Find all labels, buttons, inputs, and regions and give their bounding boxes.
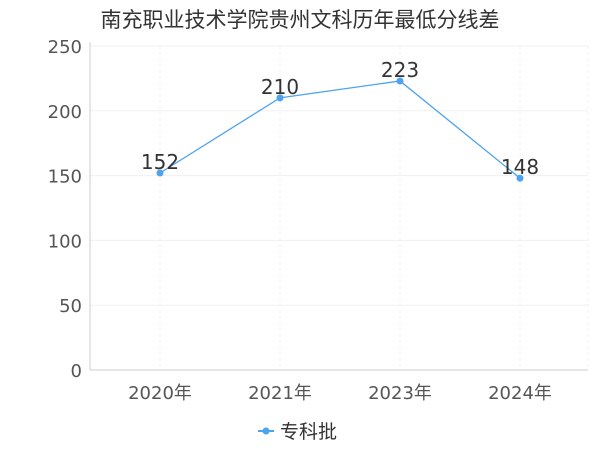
x-tick-label: 2020年 [128, 383, 192, 404]
chart-title: 南充职业技术学院贵州文科历年最低分线差 [100, 8, 500, 32]
x-tick-label: 2021年 [248, 383, 312, 404]
data-point [276, 94, 284, 102]
y-tick-label: 150 [48, 167, 82, 188]
y-tick-label: 250 [48, 37, 82, 58]
x-tick-label: 2023年 [368, 383, 432, 404]
y-tick-label: 50 [59, 296, 82, 317]
legend-label: 专科批 [280, 421, 337, 443]
data-point [156, 169, 164, 177]
data-label: 210 [261, 75, 299, 99]
data-label: 223 [381, 58, 419, 82]
data-label: 148 [501, 155, 539, 179]
series-line [159, 80, 521, 179]
data-point [396, 77, 404, 85]
legend-point-marker [262, 427, 270, 435]
y-tick-label: 0 [71, 361, 82, 382]
y-tick-label: 200 [48, 102, 82, 123]
x-tick-label: 2024年 [488, 383, 552, 404]
data-point [516, 174, 524, 182]
y-tick-label: 100 [48, 231, 82, 252]
data-label: 152 [141, 150, 179, 174]
